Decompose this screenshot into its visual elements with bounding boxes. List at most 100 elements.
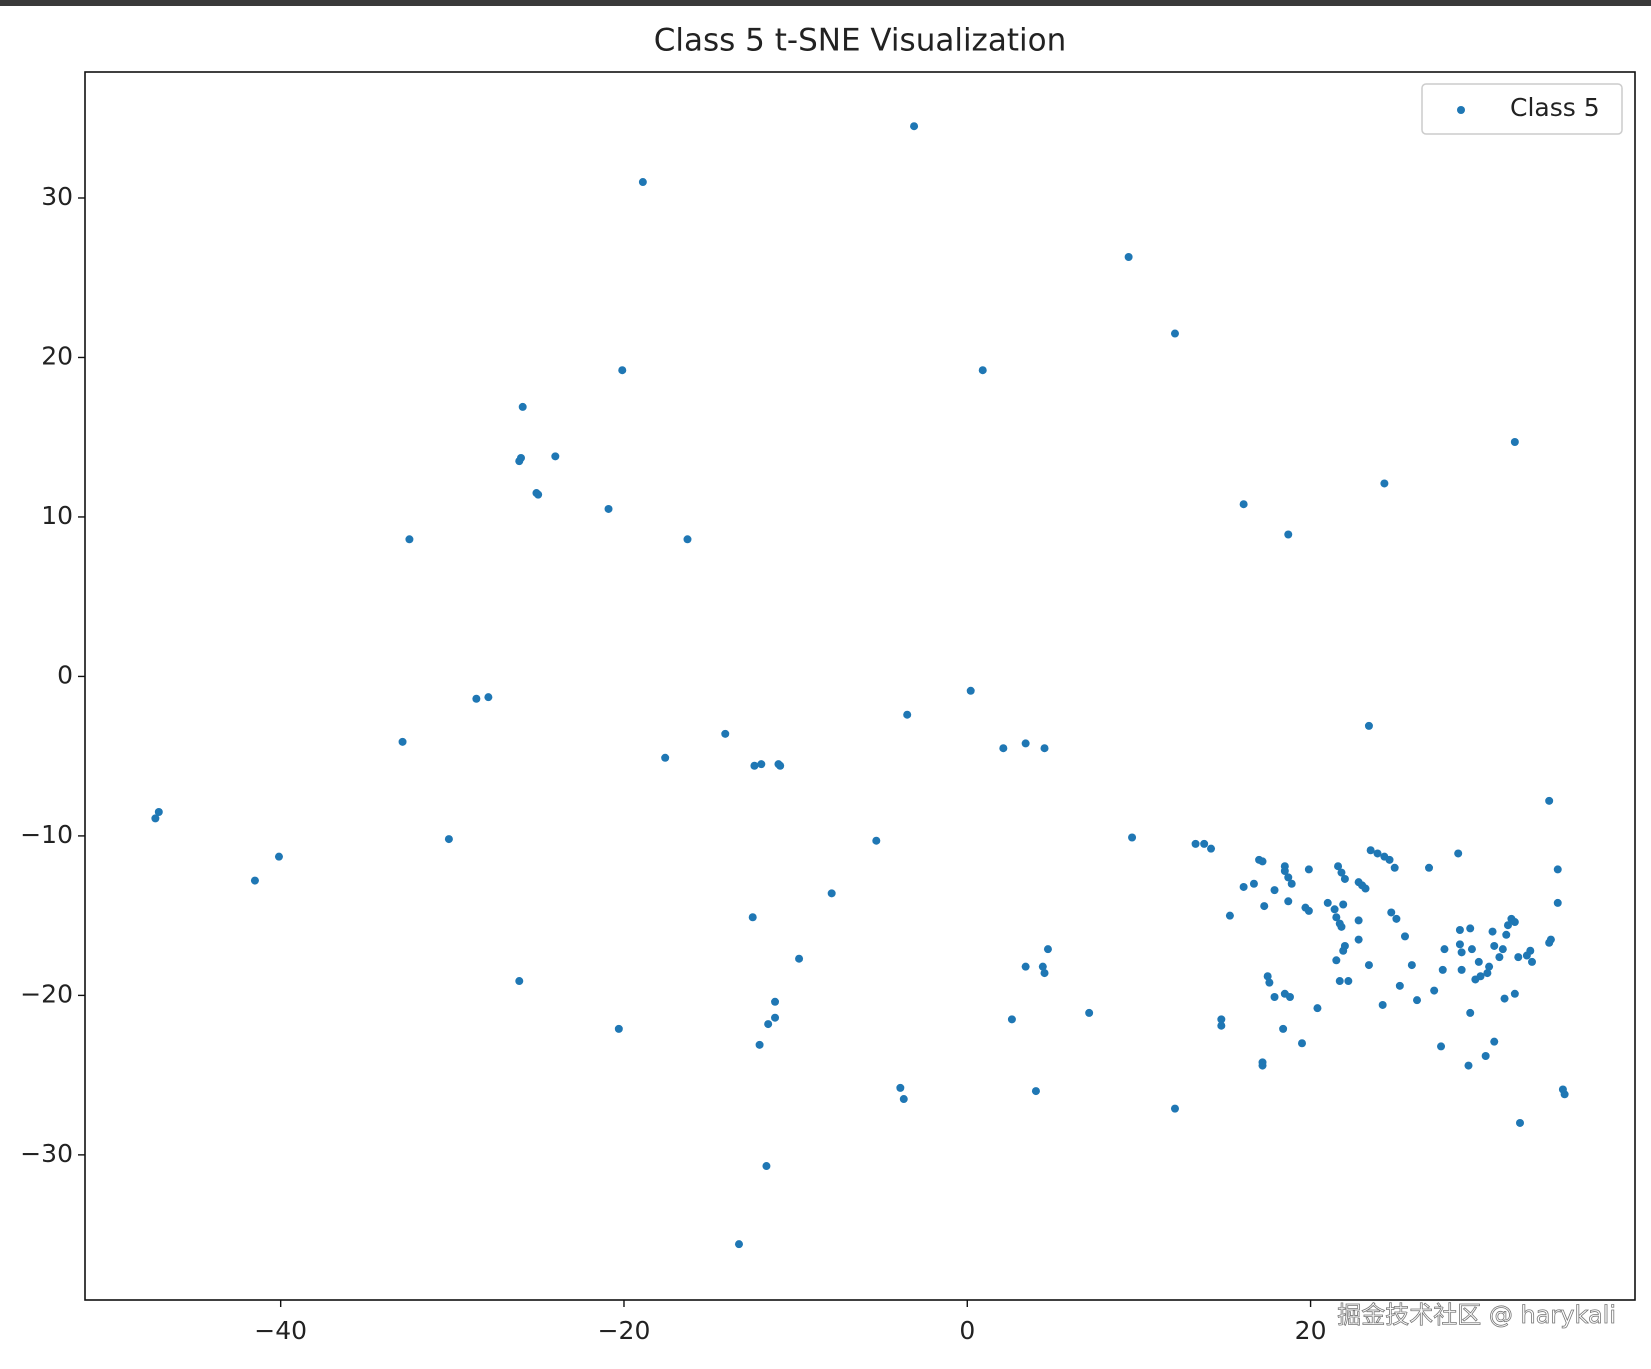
point [683, 535, 692, 544]
point [661, 753, 670, 762]
point [1378, 1000, 1387, 1009]
point [1128, 833, 1137, 842]
point [1485, 962, 1494, 971]
point [1339, 900, 1348, 909]
point [1263, 972, 1272, 981]
point [750, 761, 759, 770]
point [1466, 924, 1475, 933]
point [1510, 989, 1519, 998]
point [1170, 1104, 1179, 1113]
point [776, 761, 785, 770]
point [1297, 1039, 1306, 1048]
point [1481, 1051, 1490, 1060]
point [966, 686, 975, 695]
point [1413, 996, 1422, 1005]
point [764, 1020, 773, 1029]
x-tick-label: −20 [598, 1316, 651, 1345]
point [604, 504, 613, 513]
x-tick-label: 20 [1295, 1316, 1327, 1345]
point [1304, 865, 1313, 874]
point [1498, 945, 1507, 954]
point [1170, 329, 1179, 338]
point [1217, 1021, 1226, 1030]
point [1392, 914, 1401, 923]
point [1260, 902, 1269, 911]
point [1334, 862, 1343, 871]
point [1332, 956, 1341, 965]
chart-title: Class 5 t-SNE Visualization [654, 23, 1066, 59]
point [472, 694, 481, 703]
point [405, 535, 414, 544]
point [551, 452, 560, 461]
y-tick-label: −20 [20, 979, 73, 1008]
point [1495, 953, 1504, 962]
point [896, 1083, 905, 1092]
point [1043, 945, 1052, 954]
point [1430, 986, 1439, 995]
point [1239, 882, 1248, 891]
point [1474, 957, 1483, 966]
point [1464, 1061, 1473, 1070]
y-tick-label: 20 [41, 341, 73, 370]
point [515, 977, 524, 986]
point [1440, 945, 1449, 954]
point [1490, 1037, 1499, 1046]
point [1225, 911, 1234, 920]
point [1124, 252, 1133, 261]
point [1510, 918, 1519, 927]
point [1344, 977, 1353, 986]
point [1337, 868, 1346, 877]
point [1545, 796, 1554, 805]
x-tick-label: 0 [959, 1316, 975, 1345]
point [274, 852, 283, 861]
point [444, 835, 453, 844]
point [757, 760, 766, 769]
point [1354, 935, 1363, 944]
point [1387, 908, 1396, 917]
point [1265, 978, 1274, 987]
point [827, 889, 836, 898]
point [999, 744, 1008, 753]
point [151, 814, 160, 823]
point [899, 1095, 908, 1104]
y-tick-label: 10 [41, 501, 73, 530]
point [748, 913, 757, 922]
point [1457, 965, 1466, 974]
point [1191, 839, 1200, 848]
point [1366, 846, 1375, 855]
point [1340, 874, 1349, 883]
point [771, 997, 780, 1006]
point [1438, 965, 1447, 974]
point [1335, 977, 1344, 986]
point [795, 954, 804, 963]
point [1546, 935, 1555, 944]
point [154, 807, 163, 816]
point [1490, 941, 1499, 950]
point [1502, 930, 1511, 939]
point [1380, 479, 1389, 488]
point [1031, 1087, 1040, 1096]
point [1454, 849, 1463, 858]
point [1040, 744, 1049, 753]
point [1085, 1008, 1094, 1017]
point [1207, 844, 1216, 853]
point [1510, 437, 1519, 446]
point [1364, 721, 1373, 730]
y-tick-label: 0 [57, 660, 73, 689]
point [1038, 962, 1047, 971]
point [1007, 1015, 1016, 1024]
point [638, 178, 647, 187]
point [1503, 921, 1512, 930]
point [1553, 898, 1562, 907]
point [1526, 946, 1535, 955]
point [250, 876, 259, 885]
point [484, 693, 493, 702]
point [1217, 1015, 1226, 1024]
point [1270, 992, 1279, 1001]
point [1021, 739, 1030, 748]
point [1258, 1061, 1267, 1070]
point [978, 366, 987, 375]
point [771, 1013, 780, 1022]
point [721, 729, 730, 738]
point [1466, 1008, 1475, 1017]
